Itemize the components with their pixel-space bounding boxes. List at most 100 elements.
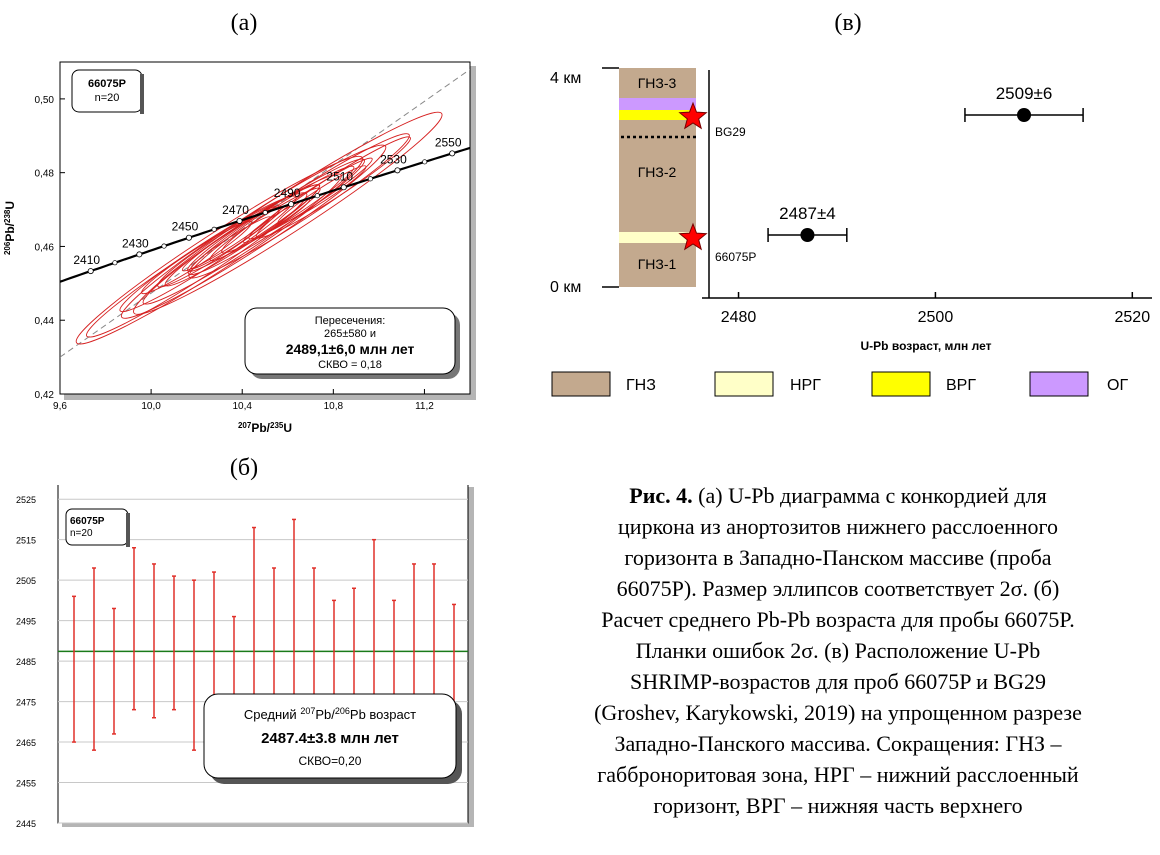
label-0km: 0 км [550, 279, 581, 296]
caption-line-2: горизонта в Западно-Панском массиве (про… [624, 545, 1052, 570]
result-age: 2487.4±3.8 млн лет [261, 730, 399, 747]
caption-line-4: Расчет среднего Pb-Pb возраста для пробы… [601, 607, 1075, 632]
legend-swatch-og [1029, 371, 1089, 397]
caption-line-6: SHRIMP-возрастов для проб 66075P и BG29 [630, 669, 1046, 694]
y-tick-label: 2465 [16, 738, 36, 748]
concordia-chart: 9,6 10,0 10,4 10,8 11,20,420,440,460,480,50 … [3, 61, 476, 436]
x-tick-label: 10,4 [232, 401, 252, 412]
x-tick-label: 9,6 [53, 401, 67, 412]
error-ellipse [277, 165, 367, 225]
x-tick-label: 2500 [918, 309, 954, 326]
vrg-layer [619, 110, 696, 120]
error-ellipse [221, 165, 355, 254]
result-mswd: СКВО = 0,18 [318, 359, 382, 371]
age-label: 2510 [326, 169, 353, 183]
age-marker [236, 217, 243, 224]
zone-gnz1: ГНЗ-1 [638, 256, 677, 272]
concordia-age-markers: 2410 2430 2450 2470 2490 2510 2530 2550 [73, 135, 462, 275]
y-tick-label: 2495 [16, 617, 36, 627]
result-line1: Пересечения: [315, 315, 386, 327]
result-line1: Средний 207Pb/206Pb возраст [244, 706, 416, 722]
error-ellipse [119, 195, 297, 313]
caption-line-5: Планки ошибок 2σ. (в) Расположение U-Pb [635, 638, 1041, 663]
x-axis-ticks: 2480 2500 2520 [721, 292, 1150, 326]
y-tick-label: 2515 [16, 536, 36, 546]
x-tick-label: 2520 [1115, 309, 1151, 326]
age-label: 2530 [380, 152, 407, 166]
label-4km: 4 км [550, 70, 581, 87]
caption-line-7: (Groshev, Karykowski, 2019) на упрощенно… [594, 700, 1082, 725]
y-tick-label: 2505 [16, 576, 36, 586]
age-marker [340, 184, 347, 191]
axis-ticks: 9,6 10,0 10,4 10,8 11,2 0,42 0,44 0,46 0,48 0,50 [35, 95, 435, 412]
caption-line-0: (а) U-Pb диаграмма с конкордией для [692, 483, 1047, 508]
nrg-layer [619, 232, 696, 243]
panel-b-label: (б) [229, 455, 259, 481]
legend-swatch-gnz [551, 371, 611, 397]
star-66075p-icon [678, 222, 708, 251]
y-tick-label: 0,44 [35, 316, 55, 327]
x-axis-title: 207Pb/235U [238, 421, 292, 436]
age-label-66075p: 2487±4 [779, 204, 836, 223]
result-age: 2489,1±6,0 млн лет [286, 341, 415, 357]
y-tick-label: 0,48 [35, 169, 55, 180]
error-ellipse [120, 144, 387, 319]
age-marker [185, 234, 192, 241]
age-marker-minor [367, 176, 374, 182]
y-tick-label: 2475 [16, 698, 36, 708]
y-tick-label: 2525 [16, 495, 36, 505]
panel-a-label: (а) [230, 10, 258, 36]
y-tick-label: 0,50 [35, 95, 55, 106]
section-chart: ГНЗ-3 ГНЗ-2 ГНЗ-1 4 км 0 км 2480 2500 2520… [550, 67, 1152, 397]
age-label: 2450 [172, 220, 199, 234]
age-label: 2430 [122, 236, 149, 250]
caption-line: Рис. 4. (а) U-Pb диаграмма с конкордией … [498, 480, 1160, 511]
age-label: 2470 [222, 203, 249, 217]
age-label-bg29: 2509±6 [996, 84, 1053, 103]
age-marker-minor [112, 260, 118, 266]
legend-label-vrg: ВРГ [946, 377, 976, 394]
error-ellipse [187, 184, 321, 272]
y-tick-label: 0,46 [35, 242, 55, 253]
y-tick-label: 2455 [16, 779, 36, 789]
figure-caption: Рис. 4. (а) U-Pb диаграмма с конкордией … [498, 480, 1160, 821]
og-layer [619, 98, 696, 110]
age-marker-minor [211, 226, 217, 232]
legend-swatch-vrg [871, 371, 931, 397]
sample-box [65, 508, 129, 546]
age-marker-minor [422, 159, 428, 165]
result-line2: 265±580 и [324, 328, 376, 340]
legend-swatch-nrg [714, 371, 774, 397]
error-ellipse [255, 136, 411, 239]
legend-label-gnz: ГНЗ [626, 377, 656, 394]
mean-age-chart: 2445 2455 2465 2475 2485 2495 2505 2515 2525 660… [16, 485, 474, 829]
x-tick-label: 10,8 [324, 401, 344, 412]
y-tick-label: 2445 [16, 819, 36, 829]
x-tick-label: 10,0 [141, 401, 161, 412]
sample-label-bg29: BG29 [715, 125, 746, 139]
zone-gnz2: ГНЗ-2 [638, 164, 677, 180]
caption-line-3: 66075P). Размер эллипсов соответствует 2… [616, 576, 1060, 601]
result-box [203, 693, 457, 779]
age-marker [87, 268, 94, 275]
age-marker-minor [161, 243, 167, 249]
age-label: 2490 [274, 186, 301, 200]
legend-label-og: ОГ [1107, 377, 1128, 394]
sample-box-shadow [140, 74, 144, 114]
x-tick-label: 2480 [721, 309, 757, 326]
age-label: 2410 [73, 253, 100, 267]
sample-id: 66075P [70, 516, 105, 527]
age-marker-minor [314, 193, 320, 199]
error-ellipse [133, 111, 443, 315]
age-marker-minor [262, 210, 268, 216]
sample-n: n=20 [95, 92, 120, 104]
caption-line-8: Западно-Панского массива. Сокращения: ГН… [614, 731, 1062, 756]
caption-line-1: циркона из анортозитов нижнего расслоенн… [618, 514, 1058, 539]
y-axis-title: 206Pb/238U [3, 201, 18, 255]
caption-figure-number: Рис. 4. [629, 483, 693, 508]
age-label: 2550 [435, 135, 462, 149]
x-axis-title: U-Pb возраст, млн лет [861, 339, 992, 353]
star-bg29-icon [678, 101, 708, 130]
sample-n: n=20 [70, 528, 93, 539]
result-box [244, 307, 456, 375]
